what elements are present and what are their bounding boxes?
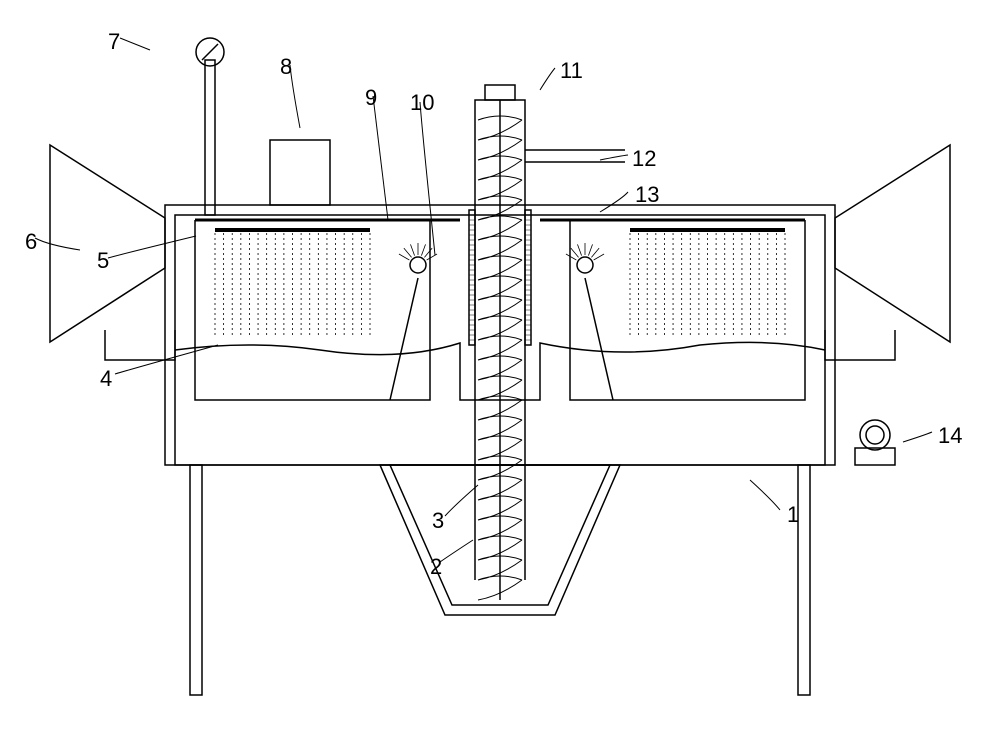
label-8: 8 (280, 54, 292, 80)
label-3: 3 (432, 508, 444, 534)
label-2: 2 (430, 554, 442, 580)
label-1: 1 (787, 502, 799, 528)
label-11: 11 (560, 58, 583, 84)
label-7: 7 (108, 29, 120, 55)
diagram-svg (0, 0, 1000, 741)
label-9: 9 (365, 85, 377, 111)
label-12: 12 (632, 146, 656, 172)
label-5: 5 (97, 248, 109, 274)
label-14: 14 (938, 423, 962, 449)
label-10: 10 (410, 90, 434, 116)
label-13: 13 (635, 182, 659, 208)
diagram-container: 1234567891011121314 (0, 0, 1000, 741)
label-4: 4 (100, 366, 112, 392)
label-6: 6 (25, 229, 37, 255)
